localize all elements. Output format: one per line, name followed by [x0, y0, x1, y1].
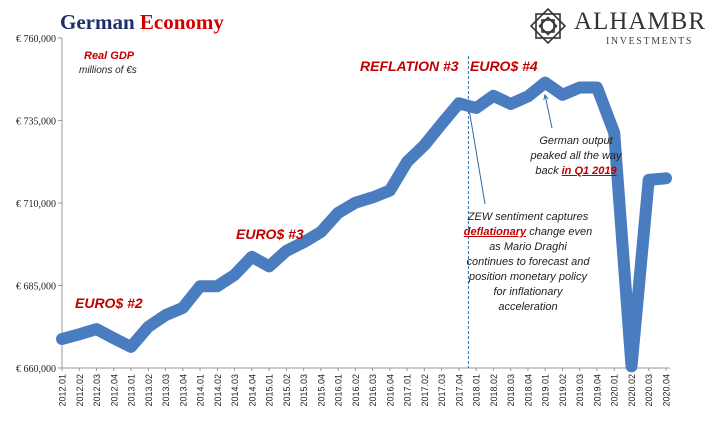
label-euro3: EURO$ #3 — [236, 226, 304, 242]
peak-note-line2: peaked all the way — [530, 150, 622, 162]
x-tick-label: 2019.02 — [558, 374, 568, 407]
arrow-line — [544, 94, 553, 129]
label-euro2: EURO$ #2 — [75, 295, 143, 311]
x-tick-label: 2013.03 — [161, 374, 171, 407]
x-tick-label: 2012.04 — [109, 374, 119, 407]
x-tick-label: 2019.01 — [541, 374, 551, 407]
peak-note-line1: German output — [539, 135, 613, 147]
x-tick-label: 2014.03 — [230, 374, 240, 407]
x-tick-label: 2014.04 — [247, 374, 257, 407]
x-tick-label: 2015.01 — [265, 374, 275, 407]
x-tick-label: 2015.03 — [299, 374, 309, 407]
alhambra-logo: ALHAMBRA INVESTMENTS — [528, 6, 705, 52]
x-tick-label: 2013.02 — [144, 374, 154, 407]
y-tick-label: € 660,000 — [16, 364, 56, 375]
gdp-series-line — [56, 76, 672, 373]
x-tick-label: 2014.01 — [196, 374, 206, 407]
zew-note-line5: position monetary policy — [468, 271, 587, 283]
x-tick-label: 2019.03 — [575, 374, 585, 407]
zew-note: ZEW sentiment captures deflationary chan… — [448, 210, 608, 315]
y-tick-label: € 760,000 — [16, 34, 56, 45]
zew-note-line3: as Mario Draghi — [489, 241, 567, 253]
alhambra-star-icon — [529, 7, 567, 45]
x-axis: 2012.01 2012.02 2012.03 2012.04 2013.01 2013.… — [58, 367, 672, 407]
y-axis: € 660,000 € 685,000 € 710,000 € 735,000 € 76… — [16, 34, 63, 375]
x-tick-label: 2020.03 — [644, 374, 654, 407]
label-euro4: EURO$ #4 — [470, 58, 538, 74]
x-tick-label: 2012.01 — [58, 374, 68, 407]
logo-name: ALHAMBRA — [574, 8, 705, 35]
x-tick-label: 2020.04 — [662, 374, 672, 407]
x-tick-label: 2014.02 — [213, 374, 223, 407]
zew-note-line4: continues to forecast and — [466, 256, 590, 268]
zew-note-line1: ZEW sentiment captures — [467, 211, 589, 223]
x-tick-label: 2016.01 — [334, 374, 344, 407]
x-tick-label: 2017.03 — [437, 374, 447, 407]
series-label: Real GDP — [84, 50, 135, 62]
x-tick-label: 2015.02 — [282, 374, 292, 407]
x-tick-label: 2012.02 — [75, 374, 85, 407]
zew-note-line7: acceleration — [498, 301, 558, 313]
x-tick-label: 2015.04 — [316, 374, 326, 407]
x-tick-label: 2020.02 — [627, 374, 637, 407]
label-reflation3: REFLATION #3 — [360, 58, 459, 74]
x-tick-label: 2016.02 — [351, 374, 361, 407]
x-tick-label: 2017.04 — [454, 374, 464, 407]
page-title: German Economy — [60, 10, 224, 35]
x-tick-label: 2016.04 — [385, 374, 395, 407]
zew-note-line2: deflationary change even — [463, 226, 593, 238]
y-tick-label: € 685,000 — [16, 282, 56, 293]
y-tick-label: € 710,000 — [16, 199, 56, 210]
logo-subtitle: INVESTMENTS — [606, 36, 694, 47]
arrow-line — [467, 102, 486, 205]
zew-note-line6: for inflationary — [493, 286, 563, 298]
zew-note-highlight: deflationary — [463, 226, 527, 238]
x-tick-label: 2019.04 — [592, 374, 602, 407]
peak-note-highlight: in Q1 2019 — [561, 165, 617, 177]
peak-note: German output peaked all the way back in… — [506, 134, 646, 179]
x-tick-label: 2013.01 — [127, 374, 137, 407]
x-tick-label: 2018.01 — [472, 374, 482, 407]
x-tick-label: 2016.03 — [368, 374, 378, 407]
title-part-german: German — [60, 10, 135, 34]
x-tick-label: 2017.01 — [403, 374, 413, 407]
x-tick-label: 2017.02 — [420, 374, 430, 407]
x-tick-label: 2018.04 — [523, 374, 533, 407]
arrow-head — [543, 93, 549, 100]
x-tick-label: 2018.03 — [506, 374, 516, 407]
x-tick-label: 2012.03 — [92, 374, 102, 407]
units-label: millions of €s — [79, 65, 137, 76]
x-tick-label: 2018.02 — [489, 374, 499, 407]
y-tick-label: € 735,000 — [16, 117, 56, 128]
peak-note-line3: back in Q1 2019 — [535, 165, 617, 177]
title-part-economy: Economy — [139, 10, 224, 34]
x-tick-label: 2013.04 — [178, 374, 188, 407]
x-tick-label: 2020.01 — [610, 374, 620, 407]
